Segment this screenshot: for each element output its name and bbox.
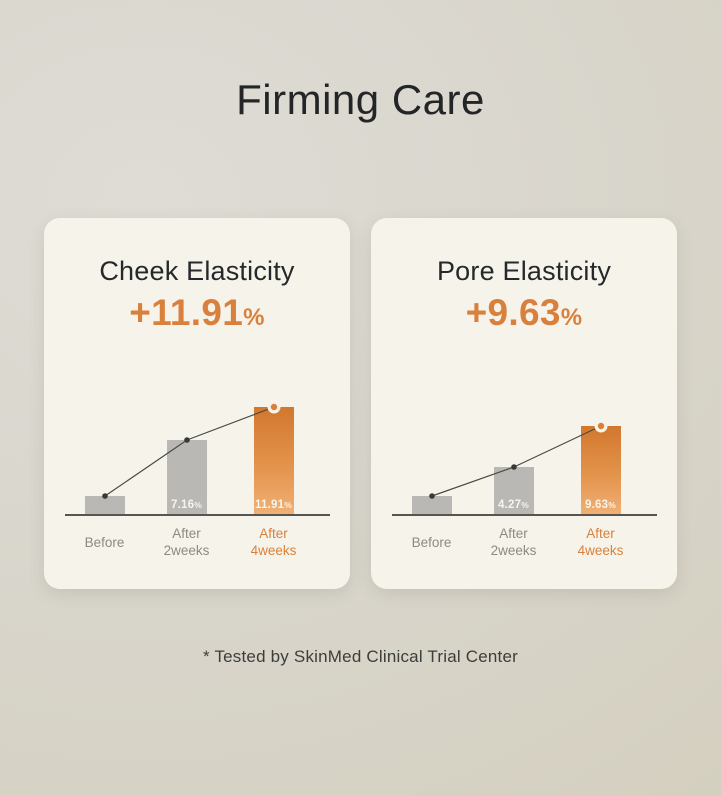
x-label-line: 2weeks [490, 543, 537, 558]
x-label-after-4weeks: After 4weeks [556, 520, 646, 564]
bar-after-4weeks [253, 407, 294, 514]
cheek-elasticity-card: Cheek Elasticity +11.91% 7.16% 11.91% Befo… [44, 218, 350, 589]
x-label-before: Before [387, 520, 477, 564]
x-axis-labels: Before After 2weeks After 4weeks [65, 520, 330, 566]
x-label-line: Before [84, 534, 125, 550]
x-label-after-4weeks: After 4weeks [229, 520, 319, 564]
delta-value: +11.91% [44, 291, 350, 340]
x-label-line: Before [411, 534, 452, 550]
x-label-line: After [259, 526, 288, 541]
bar-value-label: 11.91% [254, 499, 294, 511]
bar-value-label: 9.63% [581, 499, 621, 511]
bar-value-number: 7.16 [171, 499, 195, 511]
x-label-line: After [172, 526, 201, 541]
pore-elasticity-card: Pore Elasticity +9.63% 4.27% 9.63% Before A… [371, 218, 677, 589]
card-title: Pore Elasticity [436, 256, 612, 286]
bar-value-number: 11.91 [255, 499, 285, 511]
pore-elasticity-chart: 4.27% 9.63% Before After 2weeks After 4weeks [391, 402, 657, 566]
bar-before [411, 496, 452, 514]
x-label-line: 2weeks [163, 543, 210, 558]
x-label-line: 4weeks [577, 543, 624, 558]
x-label-after-2weeks: After 2weeks [142, 520, 232, 564]
delta-value: +9.63% [371, 291, 677, 340]
x-label-line: 4weeks [250, 543, 297, 558]
bar-before [84, 496, 125, 514]
card-title: Cheek Elasticity [99, 256, 295, 286]
bar-value-number: 4.27 [498, 499, 522, 511]
x-label-line: After [499, 526, 528, 541]
x-label-before: Before [60, 520, 150, 564]
bar-value-unit: % [521, 500, 529, 510]
chart-plot: 4.27% 9.63% [391, 402, 657, 516]
delta-unit: % [243, 304, 265, 331]
bar-value-label: 7.16% [167, 499, 207, 511]
cards-row: Cheek Elasticity +11.91% 7.16% 11.91% Befo… [0, 218, 721, 589]
cheek-elasticity-chart: 7.16% 11.91% Before After 2weeks After 4weeks [64, 400, 330, 566]
bar-value-label: 4.27% [494, 499, 534, 511]
x-axis-labels: Before After 2weeks After 4weeks [392, 520, 657, 566]
bar-value-number: 9.63 [585, 499, 609, 511]
delta-number: +11.91 [129, 292, 244, 333]
x-label-after-2weeks: After 2weeks [469, 520, 559, 564]
bar-value-unit: % [194, 500, 202, 510]
delta-number: +9.63 [465, 292, 561, 333]
bar-value-unit: % [284, 500, 292, 510]
bar-value-unit: % [608, 500, 616, 510]
x-label-line: After [586, 526, 615, 541]
footnote: * Tested by SkinMed Clinical Trial Cente… [203, 647, 518, 666]
delta-unit: % [560, 304, 583, 331]
chart-plot: 7.16% 11.91% [64, 400, 330, 516]
page-title: Firming Care [236, 76, 485, 123]
